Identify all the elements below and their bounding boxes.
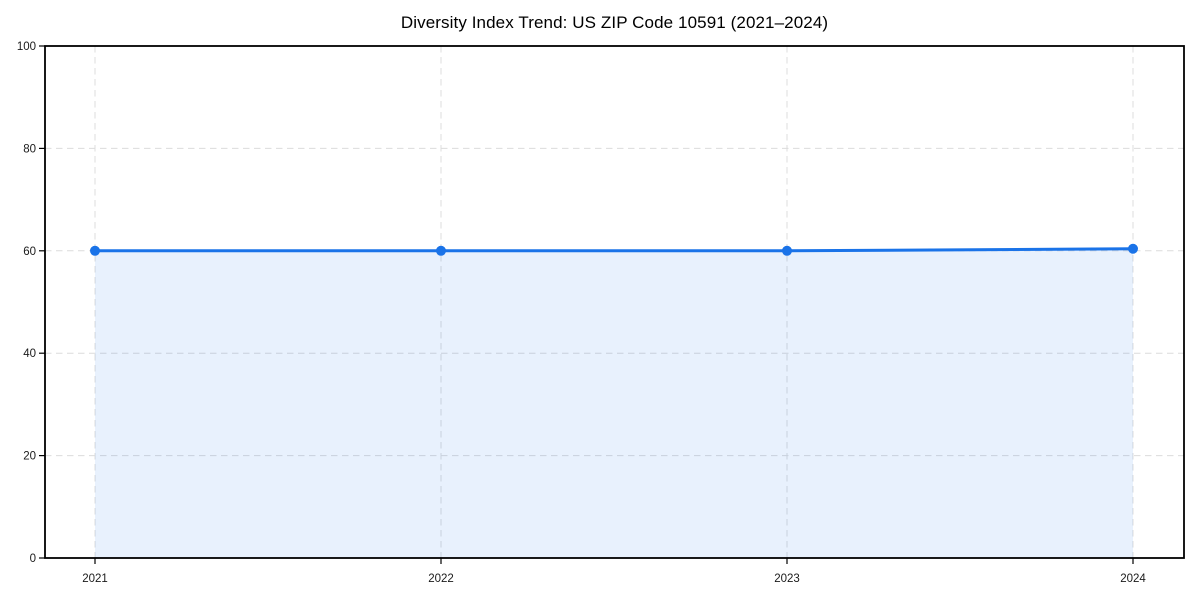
y-tick-label: 60 bbox=[23, 246, 36, 258]
data-point bbox=[1128, 243, 1138, 254]
y-tick-label: 40 bbox=[23, 348, 36, 360]
x-tick-label: 2021 bbox=[82, 573, 108, 585]
data-point bbox=[90, 245, 100, 256]
x-tick-label: 2024 bbox=[1120, 573, 1146, 585]
y-tick-label: 20 bbox=[23, 451, 36, 463]
x-tick-label: 2022 bbox=[428, 573, 454, 585]
y-tick-label: 80 bbox=[23, 143, 36, 155]
y-tick-label: 100 bbox=[17, 41, 36, 53]
plot-border bbox=[44, 45, 1185, 559]
area-fill bbox=[95, 248, 1133, 558]
trend-line bbox=[93, 247, 1135, 253]
x-tick-label: 2023 bbox=[774, 573, 800, 585]
data-point bbox=[436, 245, 446, 256]
chart-title: Diversity Index Trend: US ZIP Code 10591… bbox=[400, 13, 829, 32]
y-tick-label: 0 bbox=[30, 553, 36, 565]
data-point bbox=[782, 245, 792, 256]
